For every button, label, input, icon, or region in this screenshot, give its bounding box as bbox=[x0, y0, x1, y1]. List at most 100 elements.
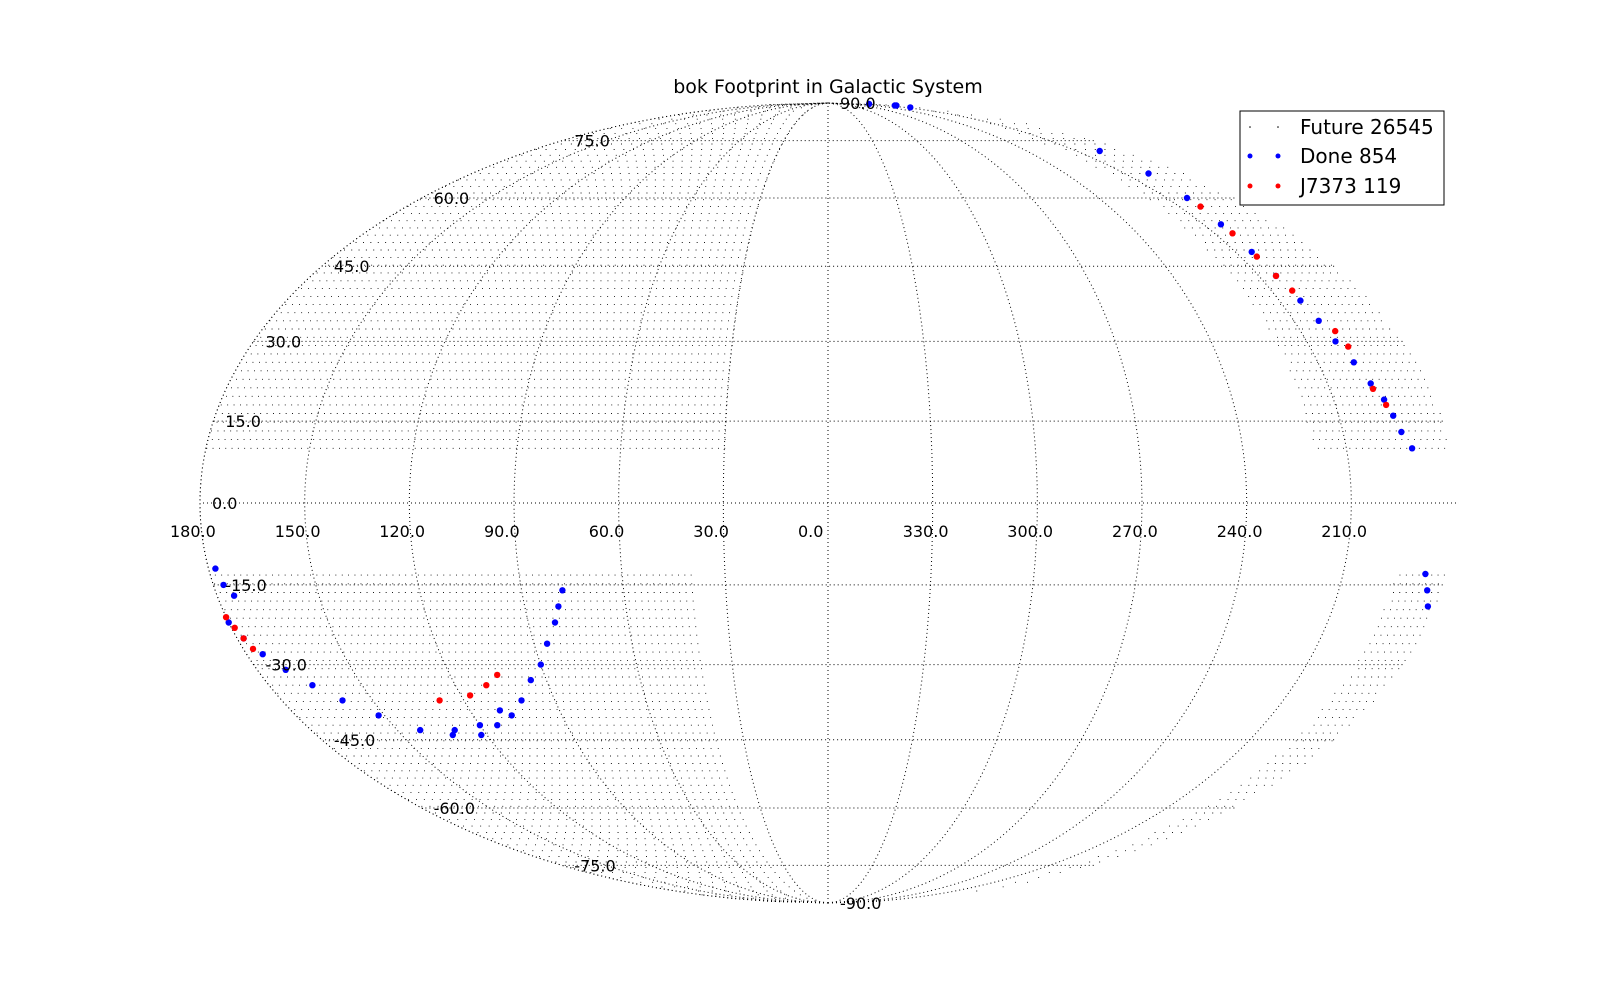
j7373-point bbox=[1382, 401, 1390, 409]
done-point bbox=[1380, 396, 1388, 403]
lon-tick-label: 90.0 bbox=[484, 522, 520, 541]
legend: Future 26545 Done 854 J7373 119 bbox=[1239, 110, 1445, 206]
legend-marker-j7373-right bbox=[1275, 183, 1281, 189]
done-point bbox=[1424, 587, 1431, 594]
lon-tick-label: 330.0 bbox=[903, 522, 949, 541]
legend-label-j7373: J7373 119 bbox=[1298, 174, 1401, 198]
lat-tick-label: -75.0 bbox=[574, 856, 615, 875]
meridian-line bbox=[408, 102, 829, 904]
done-point bbox=[543, 640, 551, 647]
done-point bbox=[1096, 147, 1103, 155]
j7373-point bbox=[240, 635, 247, 642]
legend-marker-j7373-left bbox=[1247, 183, 1253, 189]
lat-tick-label: 75.0 bbox=[574, 132, 610, 151]
lon-tick-label: 180.0 bbox=[170, 522, 216, 541]
done-point bbox=[259, 651, 266, 658]
done-point bbox=[1183, 194, 1191, 202]
done-point bbox=[230, 592, 238, 599]
lat-tick-label: -15.0 bbox=[225, 576, 266, 595]
lat-tick-label: 60.0 bbox=[434, 189, 470, 208]
done-point bbox=[339, 697, 346, 704]
legend-marker-done-left bbox=[1247, 153, 1253, 159]
lon-tick-label: 300.0 bbox=[1007, 522, 1053, 541]
j7373-point bbox=[1272, 272, 1280, 280]
meridian-line bbox=[199, 102, 829, 904]
lat-tick-label: 30.0 bbox=[266, 332, 302, 351]
j7373-point bbox=[222, 614, 230, 621]
done-point bbox=[508, 712, 515, 719]
done-point bbox=[865, 100, 873, 108]
done-points bbox=[212, 100, 1432, 739]
j7373-point bbox=[231, 624, 238, 631]
done-point bbox=[451, 726, 458, 734]
j7373-point bbox=[249, 645, 257, 653]
legend-item-future: Future 26545 bbox=[1249, 115, 1434, 139]
done-point bbox=[478, 731, 485, 739]
done-point bbox=[449, 731, 456, 739]
j7373-point bbox=[1289, 287, 1296, 294]
meridian-line bbox=[199, 102, 829, 904]
graticule bbox=[199, 102, 1456, 904]
lon-tick-label: 30.0 bbox=[693, 522, 729, 541]
lat-tick-label: 90.0 bbox=[840, 94, 876, 113]
meridian-line bbox=[827, 102, 1352, 904]
done-point bbox=[220, 581, 227, 589]
done-point bbox=[1297, 297, 1304, 304]
done-point bbox=[1424, 603, 1432, 610]
done-point bbox=[494, 722, 501, 729]
j7373-point bbox=[494, 671, 501, 679]
legend-marker-future-left bbox=[1249, 126, 1251, 128]
chart-title: bok Footprint in Galactic System bbox=[673, 76, 983, 98]
j7373-point bbox=[1229, 230, 1236, 237]
done-point bbox=[1145, 170, 1152, 177]
lat-tick-label: -60.0 bbox=[434, 799, 475, 818]
j7373-point bbox=[1253, 253, 1261, 260]
lon-tick-label: 150.0 bbox=[275, 522, 321, 541]
lon-tick-label: 210.0 bbox=[1321, 522, 1367, 541]
meridian-line bbox=[827, 102, 1038, 904]
lon-tick-label: 60.0 bbox=[589, 522, 625, 541]
done-point bbox=[282, 666, 289, 673]
j7373-point bbox=[1345, 343, 1352, 350]
legend-item-done: Done 854 bbox=[1247, 144, 1397, 168]
done-point bbox=[496, 707, 504, 714]
j7373-points bbox=[222, 203, 1390, 704]
meridian-line bbox=[304, 102, 829, 904]
done-point bbox=[309, 682, 316, 689]
done-point bbox=[555, 603, 562, 610]
lon-tick-label: 120.0 bbox=[379, 522, 425, 541]
done-point bbox=[518, 697, 525, 704]
j7373-point bbox=[436, 697, 443, 704]
done-point bbox=[1398, 428, 1405, 436]
legend-marker-done-right bbox=[1275, 153, 1281, 159]
done-point bbox=[1350, 359, 1358, 366]
j7373-point bbox=[1197, 203, 1204, 210]
done-point bbox=[476, 722, 484, 729]
done-point bbox=[1248, 248, 1255, 256]
j7373-point bbox=[1369, 385, 1377, 392]
lon-tick-label: 240.0 bbox=[1217, 522, 1263, 541]
j7373-point bbox=[466, 692, 474, 699]
tick-labels: 330.0 300.0 270.0 240.0 210.0 180.0 150.0 120.0… bbox=[170, 94, 1367, 913]
lat-tick-label: 45.0 bbox=[334, 257, 370, 276]
legend-label-future: Future 26545 bbox=[1300, 115, 1434, 139]
legend-box bbox=[1239, 110, 1445, 206]
future-footprint-region bbox=[214, 574, 1445, 904]
lat-tick-label: -45.0 bbox=[334, 731, 375, 750]
done-point bbox=[1315, 317, 1322, 324]
j7373-point bbox=[1332, 327, 1339, 335]
done-point bbox=[225, 619, 232, 626]
meridian-line bbox=[827, 102, 1248, 904]
lon-tick-label: 0.0 bbox=[798, 522, 823, 541]
done-point bbox=[1332, 338, 1339, 345]
legend-item-j7373: J7373 119 bbox=[1247, 174, 1401, 198]
done-point bbox=[907, 104, 914, 111]
future-footprint-region bbox=[206, 102, 1447, 449]
done-point bbox=[1367, 380, 1374, 387]
lat-tick-label: -90.0 bbox=[840, 894, 881, 913]
j7373-point bbox=[483, 682, 490, 689]
lon-tick-label: 270.0 bbox=[1112, 522, 1158, 541]
done-point bbox=[537, 661, 544, 668]
done-point bbox=[891, 102, 898, 109]
